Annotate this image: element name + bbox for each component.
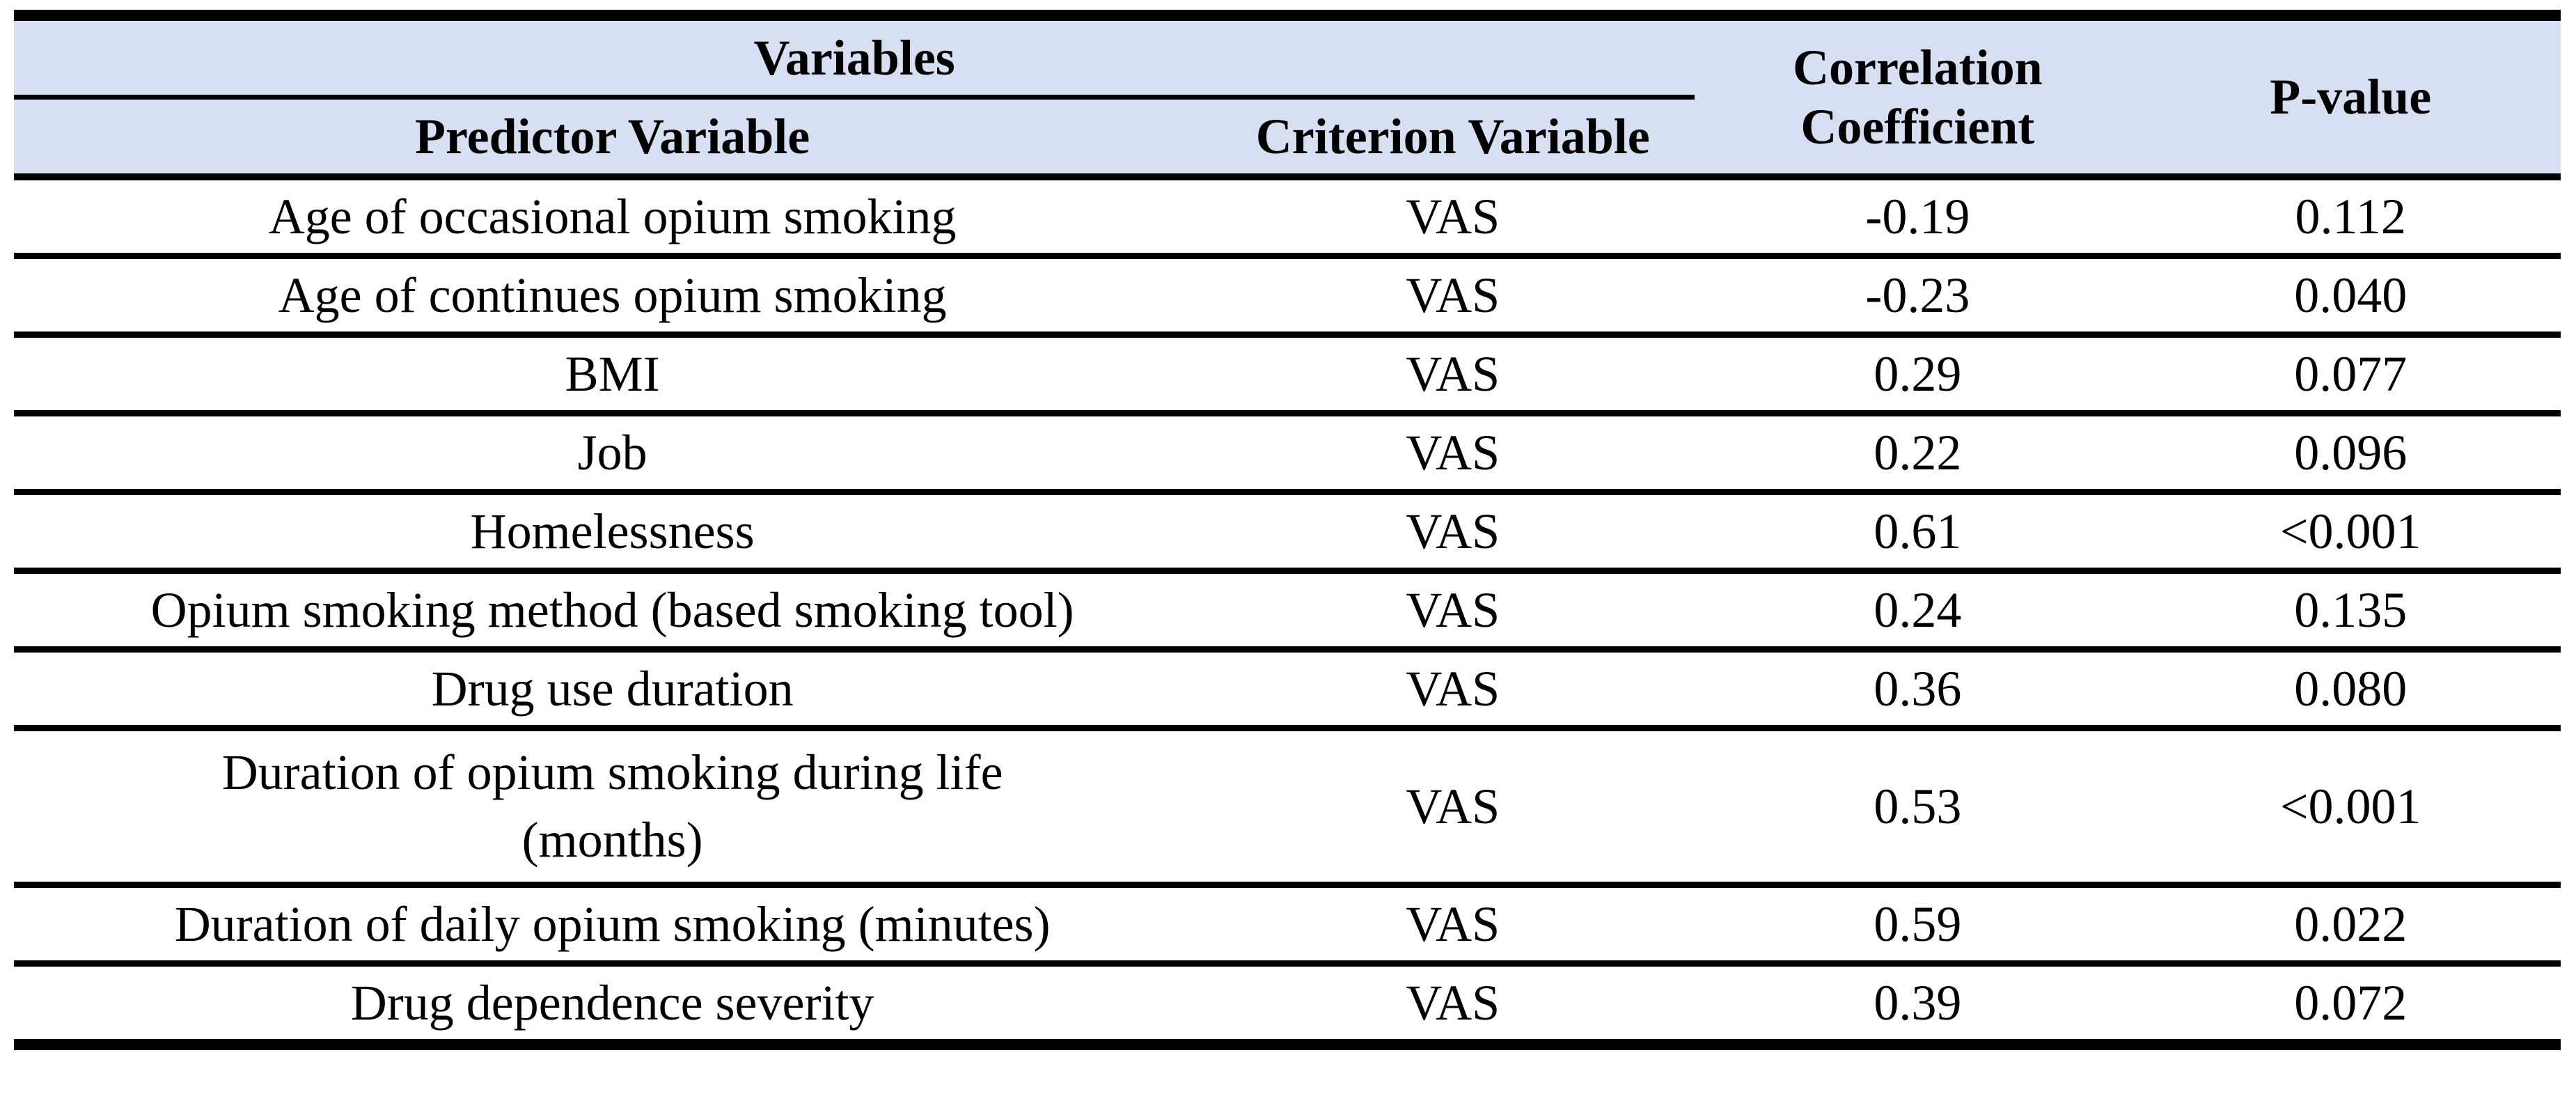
table-body: Age of occasional opium smoking VAS -0.1… (14, 177, 2561, 1045)
table-header: Variables Correlation Coefficient P-valu… (14, 15, 2561, 180)
predictor-cell: Duration of opium smoking during life (m… (14, 728, 1211, 888)
header-p-value-label: P-value (2270, 69, 2432, 125)
pvalue-cell: 0.112 (2140, 177, 2561, 259)
header-p-value: P-value (2140, 15, 2561, 180)
correlation-cell: -0.19 (1695, 177, 2141, 259)
predictor-cell: Homelessness (14, 492, 1211, 574)
criterion-cell: VAS (1211, 256, 1695, 338)
table-row: Age of occasional opium smoking VAS -0.1… (14, 177, 2561, 259)
table-row: Opium smoking method (based smoking tool… (14, 570, 2561, 653)
criterion-cell: VAS (1211, 177, 1695, 259)
correlation-cell: 0.39 (1874, 974, 1962, 1031)
pvalue-cell: 0.022 (2140, 884, 2561, 967)
correlation-table: Variables Correlation Coefficient P-valu… (14, 10, 2561, 1050)
criterion-cell: VAS (1211, 413, 1695, 495)
header-criterion-variable: Criterion Variable (1211, 97, 1695, 180)
criterion-cell: VAS (1211, 728, 1695, 888)
correlation-cell: 0.29 (1695, 334, 2141, 416)
predictor-cell: Age of occasional opium smoking (14, 177, 1211, 259)
predictor-cell: Job (14, 413, 1211, 495)
table-row: Job VAS 0.22 0.096 (14, 413, 2561, 495)
pvalue-cell: 0.040 (2140, 256, 2561, 338)
predictor-cell: Drug dependence severity (350, 974, 874, 1031)
table-row: Duration of opium smoking during life (m… (14, 728, 2561, 888)
correlation-cell: -0.23 (1695, 256, 2141, 338)
pvalue-cell: 0.072 (2294, 974, 2408, 1031)
predictor-cell: Drug use duration (14, 649, 1211, 731)
criterion-cell: VAS (1211, 649, 1695, 731)
predictor-cell: Duration of daily opium smoking (minutes… (14, 884, 1211, 967)
criterion-cell: VAS (1211, 492, 1695, 574)
header-predictor-variable: Predictor Variable (14, 97, 1211, 180)
criterion-cell: VAS (1211, 884, 1695, 967)
correlation-cell: 0.61 (1695, 492, 2141, 574)
pvalue-cell: 0.096 (2140, 413, 2561, 495)
criterion-cell: VAS (1211, 570, 1695, 653)
table-row: Duration of daily opium smoking (minutes… (14, 884, 2561, 967)
correlation-cell: 0.24 (1695, 570, 2141, 653)
criterion-cell: VAS (1406, 974, 1500, 1031)
header-correlation-coefficient: Correlation Coefficient (1695, 15, 2141, 180)
table-row: Drug dependence severity VAS 0.39 0.072 (14, 964, 2561, 1045)
table-row: Age of continues opium smoking VAS -0.23… (14, 256, 2561, 338)
header-variables-group: Variables (14, 15, 1695, 100)
predictor-cell-text: Duration of opium smoking during life (m… (221, 744, 1003, 868)
correlation-cell: 0.53 (1695, 728, 2141, 888)
pvalue-cell: <0.001 (2140, 728, 2561, 888)
table-row: BMI VAS 0.29 0.077 (14, 334, 2561, 416)
table-row: Drug use duration VAS 0.36 0.080 (14, 649, 2561, 731)
correlation-cell: 0.59 (1695, 884, 2141, 967)
header-correlation-coefficient-label: Correlation Coefficient (1793, 39, 2043, 155)
pvalue-cell: 0.135 (2140, 570, 2561, 653)
predictor-cell: Age of continues opium smoking (14, 256, 1211, 338)
header-row-sub: Predictor Variable Criterion Variable (14, 97, 2561, 180)
pvalue-cell: 0.080 (2140, 649, 2561, 731)
predictor-cell: Opium smoking method (based smoking tool… (14, 570, 1211, 653)
pvalue-cell: <0.001 (2140, 492, 2561, 574)
criterion-cell: VAS (1211, 334, 1695, 416)
table-row: Homelessness VAS 0.61 <0.001 (14, 492, 2561, 574)
pvalue-cell: 0.077 (2140, 334, 2561, 416)
predictor-cell: BMI (14, 334, 1211, 416)
header-row-group: Variables Correlation Coefficient P-valu… (14, 15, 2561, 180)
correlation-cell: 0.22 (1695, 413, 2141, 495)
correlation-cell: 0.36 (1695, 649, 2141, 731)
